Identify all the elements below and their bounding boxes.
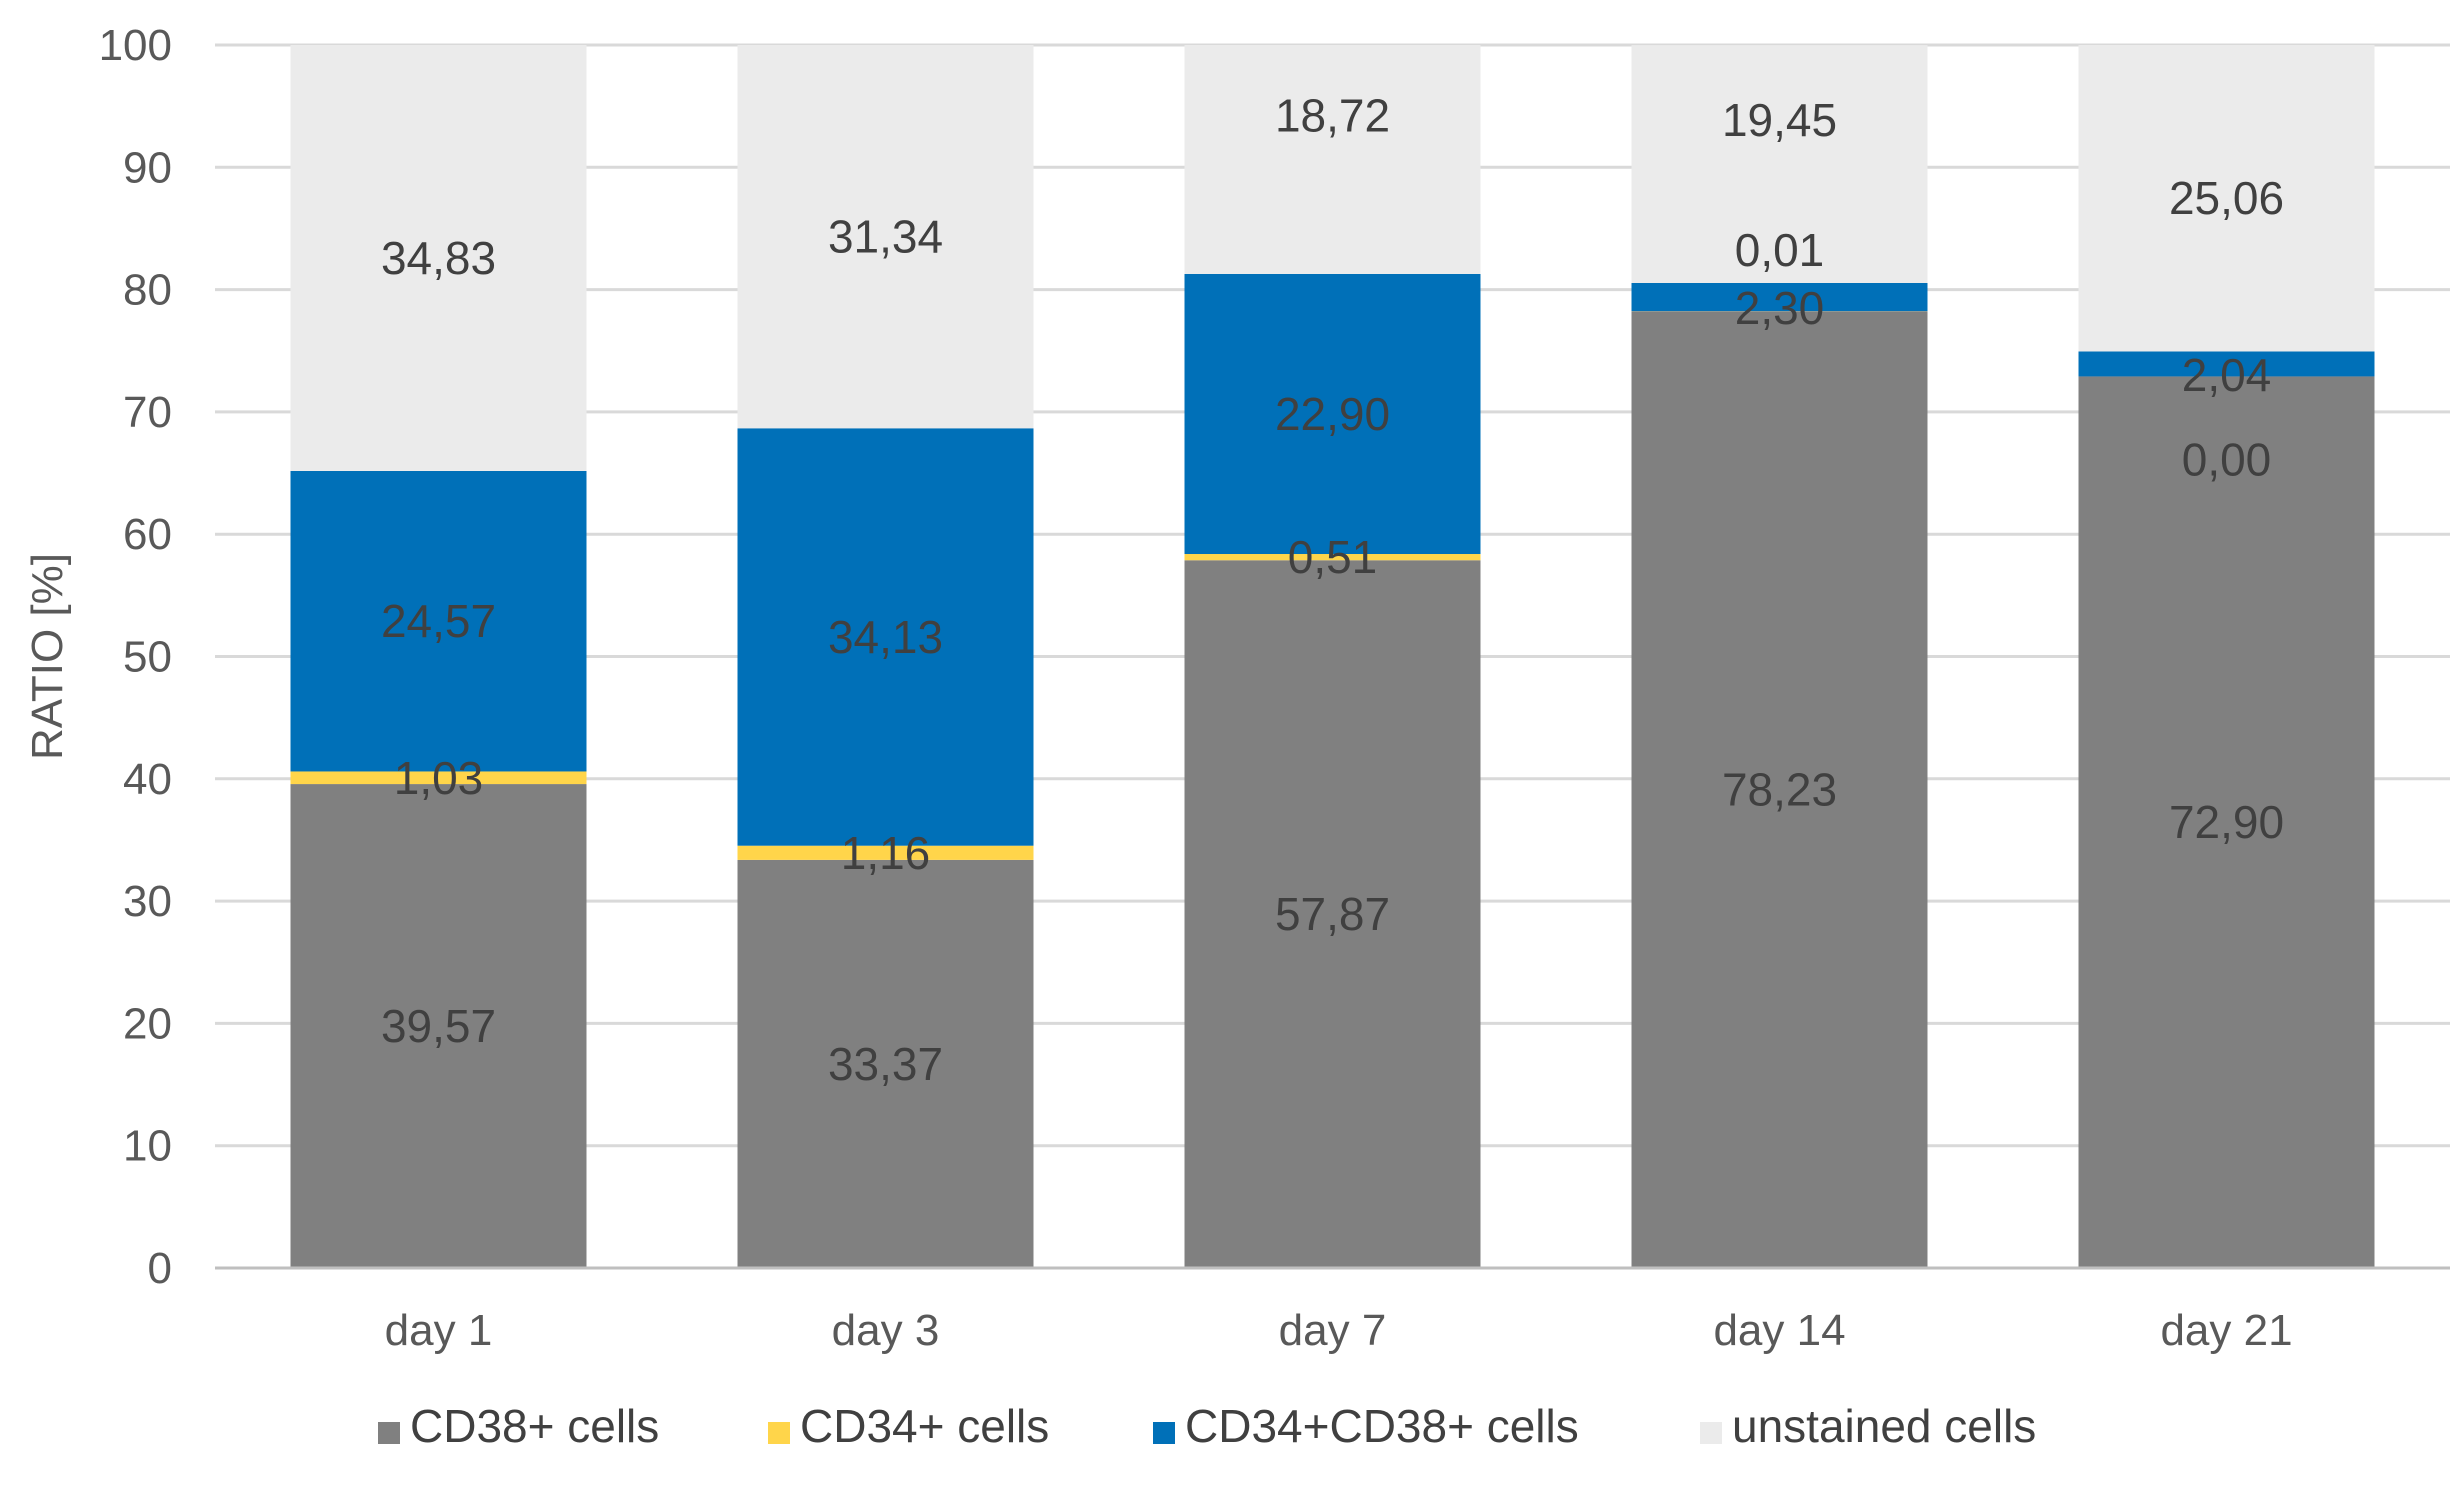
legend-item-unstained-cells: unstained cells xyxy=(1700,1400,2036,1452)
data-label-unstained-cells-day-1: 34,83 xyxy=(381,232,496,284)
data-label-cd38-cells-day-7: 57,87 xyxy=(1275,888,1390,940)
x-tick-label-day-1: day 1 xyxy=(385,1306,493,1355)
legend-swatch xyxy=(1700,1422,1722,1444)
y-tick-label-80: 80 xyxy=(123,266,172,315)
legend-swatch xyxy=(1153,1422,1175,1444)
data-label-unstained-cells-day-14: 19,45 xyxy=(1722,94,1837,146)
legend-label: CD34+CD38+ cells xyxy=(1185,1400,1579,1452)
data-label-cd34-cd38-cells-day-1: 24,57 xyxy=(381,595,496,647)
data-label-cd34-cd38-cells-day-3: 34,13 xyxy=(828,611,943,663)
data-label-unstained-cells-day-21: 25,06 xyxy=(2169,172,2284,224)
data-label-cd38-cells-day-14: 78,23 xyxy=(1722,764,1837,816)
data-label-cd34-cd38-cells-day-14: 2,30 xyxy=(1735,282,1825,334)
data-label-cd34-cd38-cells-day-21: 2,04 xyxy=(2182,349,2272,401)
x-tick-label-day-7: day 7 xyxy=(1279,1306,1387,1355)
data-label-cd38-cells-day-1: 39,57 xyxy=(381,1000,496,1052)
legend-swatch xyxy=(768,1422,790,1444)
legend-swatch xyxy=(378,1422,400,1444)
x-tick-label-day-21: day 21 xyxy=(2160,1306,2292,1355)
data-label-cd38-cells-day-3: 33,37 xyxy=(828,1038,943,1090)
data-label-cd34-cells-day-1: 1,03 xyxy=(394,752,484,804)
legend-item-cd38-cells: CD38+ cells xyxy=(378,1400,659,1452)
data-label-cd34-cd38-cells-day-7: 22,90 xyxy=(1275,388,1390,440)
y-tick-label-0: 0 xyxy=(148,1244,172,1293)
y-tick-label-10: 10 xyxy=(123,1122,172,1171)
x-tick-label-day-14: day 14 xyxy=(1713,1306,1845,1355)
y-tick-label-90: 90 xyxy=(123,143,172,192)
legend: CD38+ cells CD34+ cells CD34+CD38+ cells un… xyxy=(378,1400,2036,1452)
y-tick-label-50: 50 xyxy=(123,633,172,682)
legend-label: unstained cells xyxy=(1732,1400,2036,1452)
data-label-cd34-cells-day-3: 1,16 xyxy=(841,827,931,879)
legend-label: CD38+ cells xyxy=(410,1400,659,1452)
data-label-cd38-cells-day-21: 72,90 xyxy=(2169,796,2284,848)
bar-unstained-cells-day-7 xyxy=(1185,45,1481,274)
data-label-cd34-cells-day-7: 0,51 xyxy=(1288,531,1378,583)
legend-label: CD34+ cells xyxy=(800,1400,1049,1452)
data-label-unstained-cells-day-7: 18,72 xyxy=(1275,89,1390,141)
data-label-unstained-cells-day-3: 31,34 xyxy=(828,211,943,263)
y-tick-label-100: 100 xyxy=(99,21,172,70)
y-tick-label-60: 60 xyxy=(123,510,172,559)
y-tick-label-20: 20 xyxy=(123,999,172,1048)
legend-item-cd34-cells: CD34+ cells xyxy=(768,1400,1049,1452)
y-tick-label-40: 40 xyxy=(123,755,172,804)
y-tick-label-70: 70 xyxy=(123,388,172,437)
legend-item-cd34-cd38-cells: CD34+CD38+ cells xyxy=(1153,1400,1579,1452)
data-label-cd34-cells-day-14: 0,01 xyxy=(1735,224,1825,276)
y-axis-title: RATIO [%] xyxy=(23,553,72,760)
x-tick-label-day-3: day 3 xyxy=(832,1306,940,1355)
data-label-cd34-cells-day-21: 0,00 xyxy=(2182,434,2272,486)
y-tick-label-30: 30 xyxy=(123,877,172,926)
